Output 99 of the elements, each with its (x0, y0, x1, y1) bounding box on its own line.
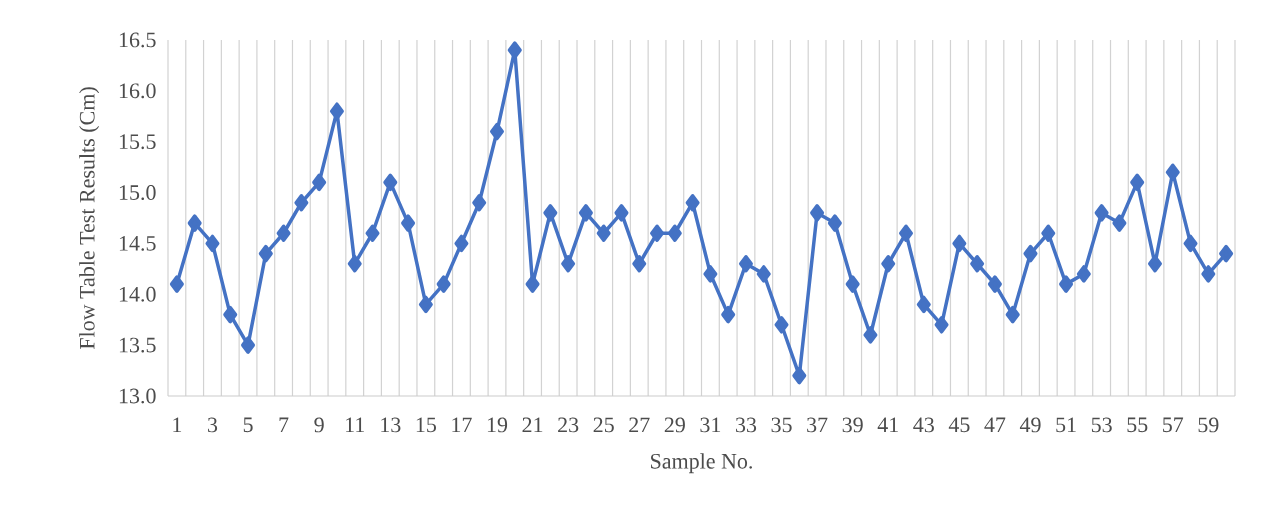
x-tick-label: 41 (877, 417, 898, 433)
x-tick-label: 39 (842, 417, 863, 433)
point (810, 204, 825, 222)
y-tick-label: 15.0 (119, 185, 156, 201)
point (881, 255, 896, 273)
point (489, 122, 504, 141)
x-tick-label: 15 (416, 417, 436, 433)
point (774, 316, 789, 334)
point (525, 275, 540, 293)
x-tick-label: 25 (593, 417, 614, 433)
x-axis-title: Sample No. (651, 453, 752, 474)
y-axis-title: Flow Table Test Results (Cm) (79, 87, 100, 350)
x-tick-label: 43 (913, 417, 934, 433)
point (632, 255, 647, 273)
point (1059, 275, 1074, 293)
point (916, 295, 931, 314)
x-tick-label: 1 (173, 417, 182, 433)
x-tick-label: 47 (984, 417, 1006, 433)
y-tick-label: 15.5 (119, 134, 156, 150)
x-tick-label: 53 (1091, 417, 1112, 433)
point (721, 305, 736, 324)
point (187, 214, 202, 232)
point (1041, 224, 1056, 242)
x-tick-label: 33 (736, 417, 757, 433)
point (1183, 234, 1198, 253)
point (436, 275, 451, 293)
point (1112, 214, 1127, 232)
point (561, 255, 576, 273)
y-tick-label: 14.0 (119, 286, 156, 302)
x-tick-label: 5 (243, 417, 253, 433)
y-tick-label: 13.0 (119, 388, 156, 404)
point (934, 316, 949, 334)
point (1219, 244, 1234, 263)
point (650, 224, 665, 242)
point (1165, 163, 1180, 181)
x-tick-label: 7 (279, 417, 289, 432)
point (756, 265, 771, 283)
point (1201, 265, 1216, 283)
point (899, 224, 914, 242)
point (347, 255, 362, 273)
point (454, 234, 469, 253)
point (258, 244, 273, 263)
y-tick-label: 16.0 (119, 83, 156, 99)
x-tick-label: 51 (1056, 417, 1076, 433)
point (1076, 265, 1091, 283)
point (863, 326, 878, 344)
point (1094, 204, 1109, 222)
x-tick-label: 31 (700, 417, 721, 433)
x-tick-label: 13 (381, 417, 401, 433)
x-tick-label: 3 (208, 417, 218, 433)
point (596, 224, 611, 242)
x-tick-label: 17 (452, 417, 472, 433)
point (365, 224, 380, 242)
point (312, 173, 327, 192)
y-tick-label: 16.5 (119, 32, 156, 48)
point (987, 275, 1002, 293)
x-tick-label: 55 (1127, 417, 1148, 433)
x-tick-label: 35 (771, 417, 792, 433)
point (329, 102, 344, 120)
point (1023, 244, 1038, 263)
x-tick-label: 23 (558, 417, 579, 433)
x-tick-label: 37 (807, 417, 828, 433)
x-tick-label: 29 (664, 417, 685, 433)
point (667, 224, 682, 242)
point (1005, 305, 1020, 324)
point (418, 295, 433, 314)
point (507, 41, 522, 59)
point (169, 275, 184, 293)
point (970, 255, 985, 273)
x-tick-label: 49 (1019, 417, 1041, 433)
x-tick-label: 57 (1163, 417, 1184, 433)
point (294, 193, 309, 212)
x-tick-label: 9 (314, 417, 324, 433)
point (205, 234, 220, 253)
point (685, 193, 700, 212)
point (952, 234, 967, 253)
x-tick-label: 45 (948, 417, 970, 433)
x-tick-label: 19 (487, 417, 508, 433)
x-tick-label: 21 (522, 417, 543, 433)
point (845, 275, 860, 293)
x-tick-label: 11 (346, 417, 364, 433)
point (614, 204, 629, 222)
point (241, 336, 256, 354)
y-tick-label: 13.5 (119, 337, 156, 353)
point (827, 214, 842, 232)
x-tick-label: 27 (629, 417, 650, 433)
point (223, 305, 238, 324)
point (543, 204, 558, 222)
point (401, 214, 416, 232)
x-tick-label: 59 (1198, 417, 1219, 433)
point (472, 193, 487, 212)
point (1130, 173, 1145, 192)
point (383, 173, 398, 192)
point (276, 224, 291, 242)
point (578, 204, 593, 222)
point (703, 265, 718, 283)
point (792, 366, 807, 385)
point (738, 255, 753, 273)
y-tick-label: 14.5 (119, 236, 156, 251)
